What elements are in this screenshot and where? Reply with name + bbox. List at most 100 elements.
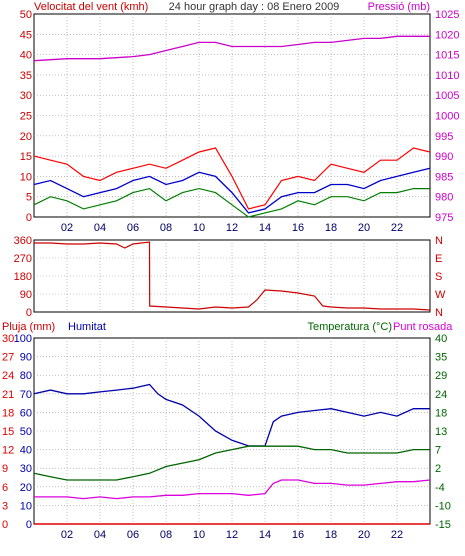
wind-time-ticks: 02 04 06 08 10 12 14 16 18 20 22 bbox=[61, 222, 403, 234]
graph-date-title: 24 hour graph day : 08 Enero 2009 bbox=[169, 1, 340, 13]
y2-tick-label: 985 bbox=[435, 171, 453, 183]
humidity-temperature-grid bbox=[34, 338, 430, 524]
x-tick-label: 18 bbox=[325, 529, 337, 541]
wind-direction-line bbox=[34, 241, 431, 311]
rain-tick-label: 21 bbox=[2, 389, 14, 401]
y2-tick-label: E bbox=[435, 253, 442, 265]
y2-tick-label: 975 bbox=[435, 212, 453, 224]
y-tick-label: 45 bbox=[20, 29, 32, 41]
temperature-axis-title: Temperatura (°C) bbox=[308, 321, 392, 333]
rain-tick-label: 18 bbox=[2, 407, 14, 419]
y2-tick-label: -15 bbox=[435, 519, 451, 531]
y-tick-label: 90 bbox=[20, 352, 32, 364]
dewpoint-axis-title: Punt rosada bbox=[393, 321, 453, 333]
y2-tick-label: -10 bbox=[435, 500, 451, 512]
y-tick-label: 20 bbox=[20, 482, 32, 494]
y2-tick-label: 1025 bbox=[435, 9, 459, 21]
y2-tick-label: 2 bbox=[435, 463, 441, 475]
wind-gust-line bbox=[33, 147, 431, 210]
wind-low-line bbox=[33, 187, 430, 218]
y-tick-label: 15 bbox=[20, 151, 32, 163]
y2-tick-label: 1015 bbox=[435, 50, 459, 62]
pressure-line bbox=[33, 35, 430, 62]
y-tick-label: 70 bbox=[20, 389, 32, 401]
x-tick-label: 20 bbox=[358, 222, 370, 234]
rain-tick-label: 6 bbox=[2, 482, 8, 494]
x-tick-label: 02 bbox=[61, 222, 73, 234]
x-tick-label: 08 bbox=[160, 222, 172, 234]
wind-axis-title: Velocitat del vent (kmh) bbox=[34, 1, 148, 13]
y-tick-label: 40 bbox=[20, 50, 32, 62]
temperature-line bbox=[33, 445, 430, 481]
rain-tick-label: 27 bbox=[2, 352, 14, 364]
x-tick-label: 08 bbox=[160, 529, 172, 541]
rain-tick-label: 0 bbox=[2, 519, 8, 531]
x-tick-label: 10 bbox=[193, 222, 205, 234]
y-tick-label: 90 bbox=[20, 289, 32, 301]
humidity-axis-title: Humitat bbox=[68, 321, 106, 333]
x-tick-label: 06 bbox=[127, 529, 139, 541]
wind-pressure-series bbox=[33, 35, 431, 218]
y-tick-label: 0 bbox=[26, 212, 32, 224]
y-tick-label: 40 bbox=[20, 445, 32, 457]
x-tick-label: 16 bbox=[292, 529, 304, 541]
y-tick-label: 60 bbox=[20, 407, 32, 419]
wind-direction-series bbox=[34, 241, 431, 311]
rain-tick-label: 9 bbox=[2, 463, 8, 475]
y2-tick-label: 995 bbox=[435, 131, 453, 143]
y-tick-label: 270 bbox=[14, 253, 32, 265]
y2-tick-label: 1010 bbox=[435, 70, 459, 82]
x-tick-label: 14 bbox=[259, 222, 271, 234]
dewpoint-line bbox=[34, 479, 431, 500]
x-tick-label: 02 bbox=[61, 529, 73, 541]
x-tick-label: 12 bbox=[226, 529, 238, 541]
y2-tick-label: N bbox=[435, 307, 443, 319]
y2-tick-label: 29 bbox=[435, 370, 447, 382]
x-tick-label: 22 bbox=[391, 222, 403, 234]
wind-direction-grid bbox=[34, 240, 430, 312]
y-tick-label: 10 bbox=[20, 171, 32, 183]
rain-tick-label: 24 bbox=[2, 370, 14, 382]
y2-tick-label: 1005 bbox=[435, 90, 459, 102]
y2-tick-label: 35 bbox=[435, 352, 447, 364]
y2-tick-label: 13 bbox=[435, 426, 447, 438]
y-tick-label: 20 bbox=[20, 131, 32, 143]
y-tick-label: 50 bbox=[20, 426, 32, 438]
pressure-axis-title: Pressió (mb) bbox=[368, 1, 430, 13]
humidity-temperature-series bbox=[33, 383, 431, 525]
x-tick-label: 18 bbox=[325, 222, 337, 234]
x-tick-label: 22 bbox=[391, 529, 403, 541]
wind-speed-ticks: 0 5 10 15 20 25 30 35 40 45 50 bbox=[20, 9, 32, 224]
y2-tick-label: N bbox=[435, 235, 443, 247]
y2-tick-label: 990 bbox=[435, 151, 453, 163]
y2-tick-label: 7 bbox=[435, 445, 441, 457]
x-tick-label: 10 bbox=[193, 529, 205, 541]
rain-tick-label: 30 bbox=[2, 333, 14, 345]
x-tick-label: 16 bbox=[292, 222, 304, 234]
direction-degree-ticks: 0 90 180 270 360 bbox=[14, 235, 32, 319]
x-tick-label: 06 bbox=[127, 222, 139, 234]
pressure-ticks: 975 980 985 990 995 1000 1005 1010 1015 1020 1025 bbox=[435, 9, 459, 224]
y-tick-label: 30 bbox=[20, 90, 32, 102]
humidity-ticks: 0 10 20 30 40 50 60 70 80 90 100 bbox=[14, 333, 32, 531]
temperature-ticks: -15 -10 -4 2 7 13 18 24 29 35 40 bbox=[435, 333, 451, 531]
y-tick-label: 25 bbox=[20, 111, 32, 123]
y-tick-label: 80 bbox=[20, 370, 32, 382]
humidity-time-ticks: 02 04 06 08 10 12 14 16 18 20 22 bbox=[61, 529, 403, 541]
rain-tick-label: 3 bbox=[2, 500, 8, 512]
humidity-line bbox=[33, 383, 430, 447]
y-tick-label: 35 bbox=[20, 70, 32, 82]
y-tick-label: 10 bbox=[20, 500, 32, 512]
y-tick-label: 50 bbox=[20, 9, 32, 21]
x-tick-label: 04 bbox=[94, 222, 106, 234]
rain-axis-title: Pluja (mm) bbox=[2, 321, 55, 333]
x-tick-label: 14 bbox=[259, 529, 271, 541]
y2-tick-label: -4 bbox=[435, 482, 445, 494]
y2-tick-label: W bbox=[435, 289, 446, 301]
wind-avg-line bbox=[33, 167, 431, 214]
y-tick-label: 5 bbox=[26, 192, 32, 204]
